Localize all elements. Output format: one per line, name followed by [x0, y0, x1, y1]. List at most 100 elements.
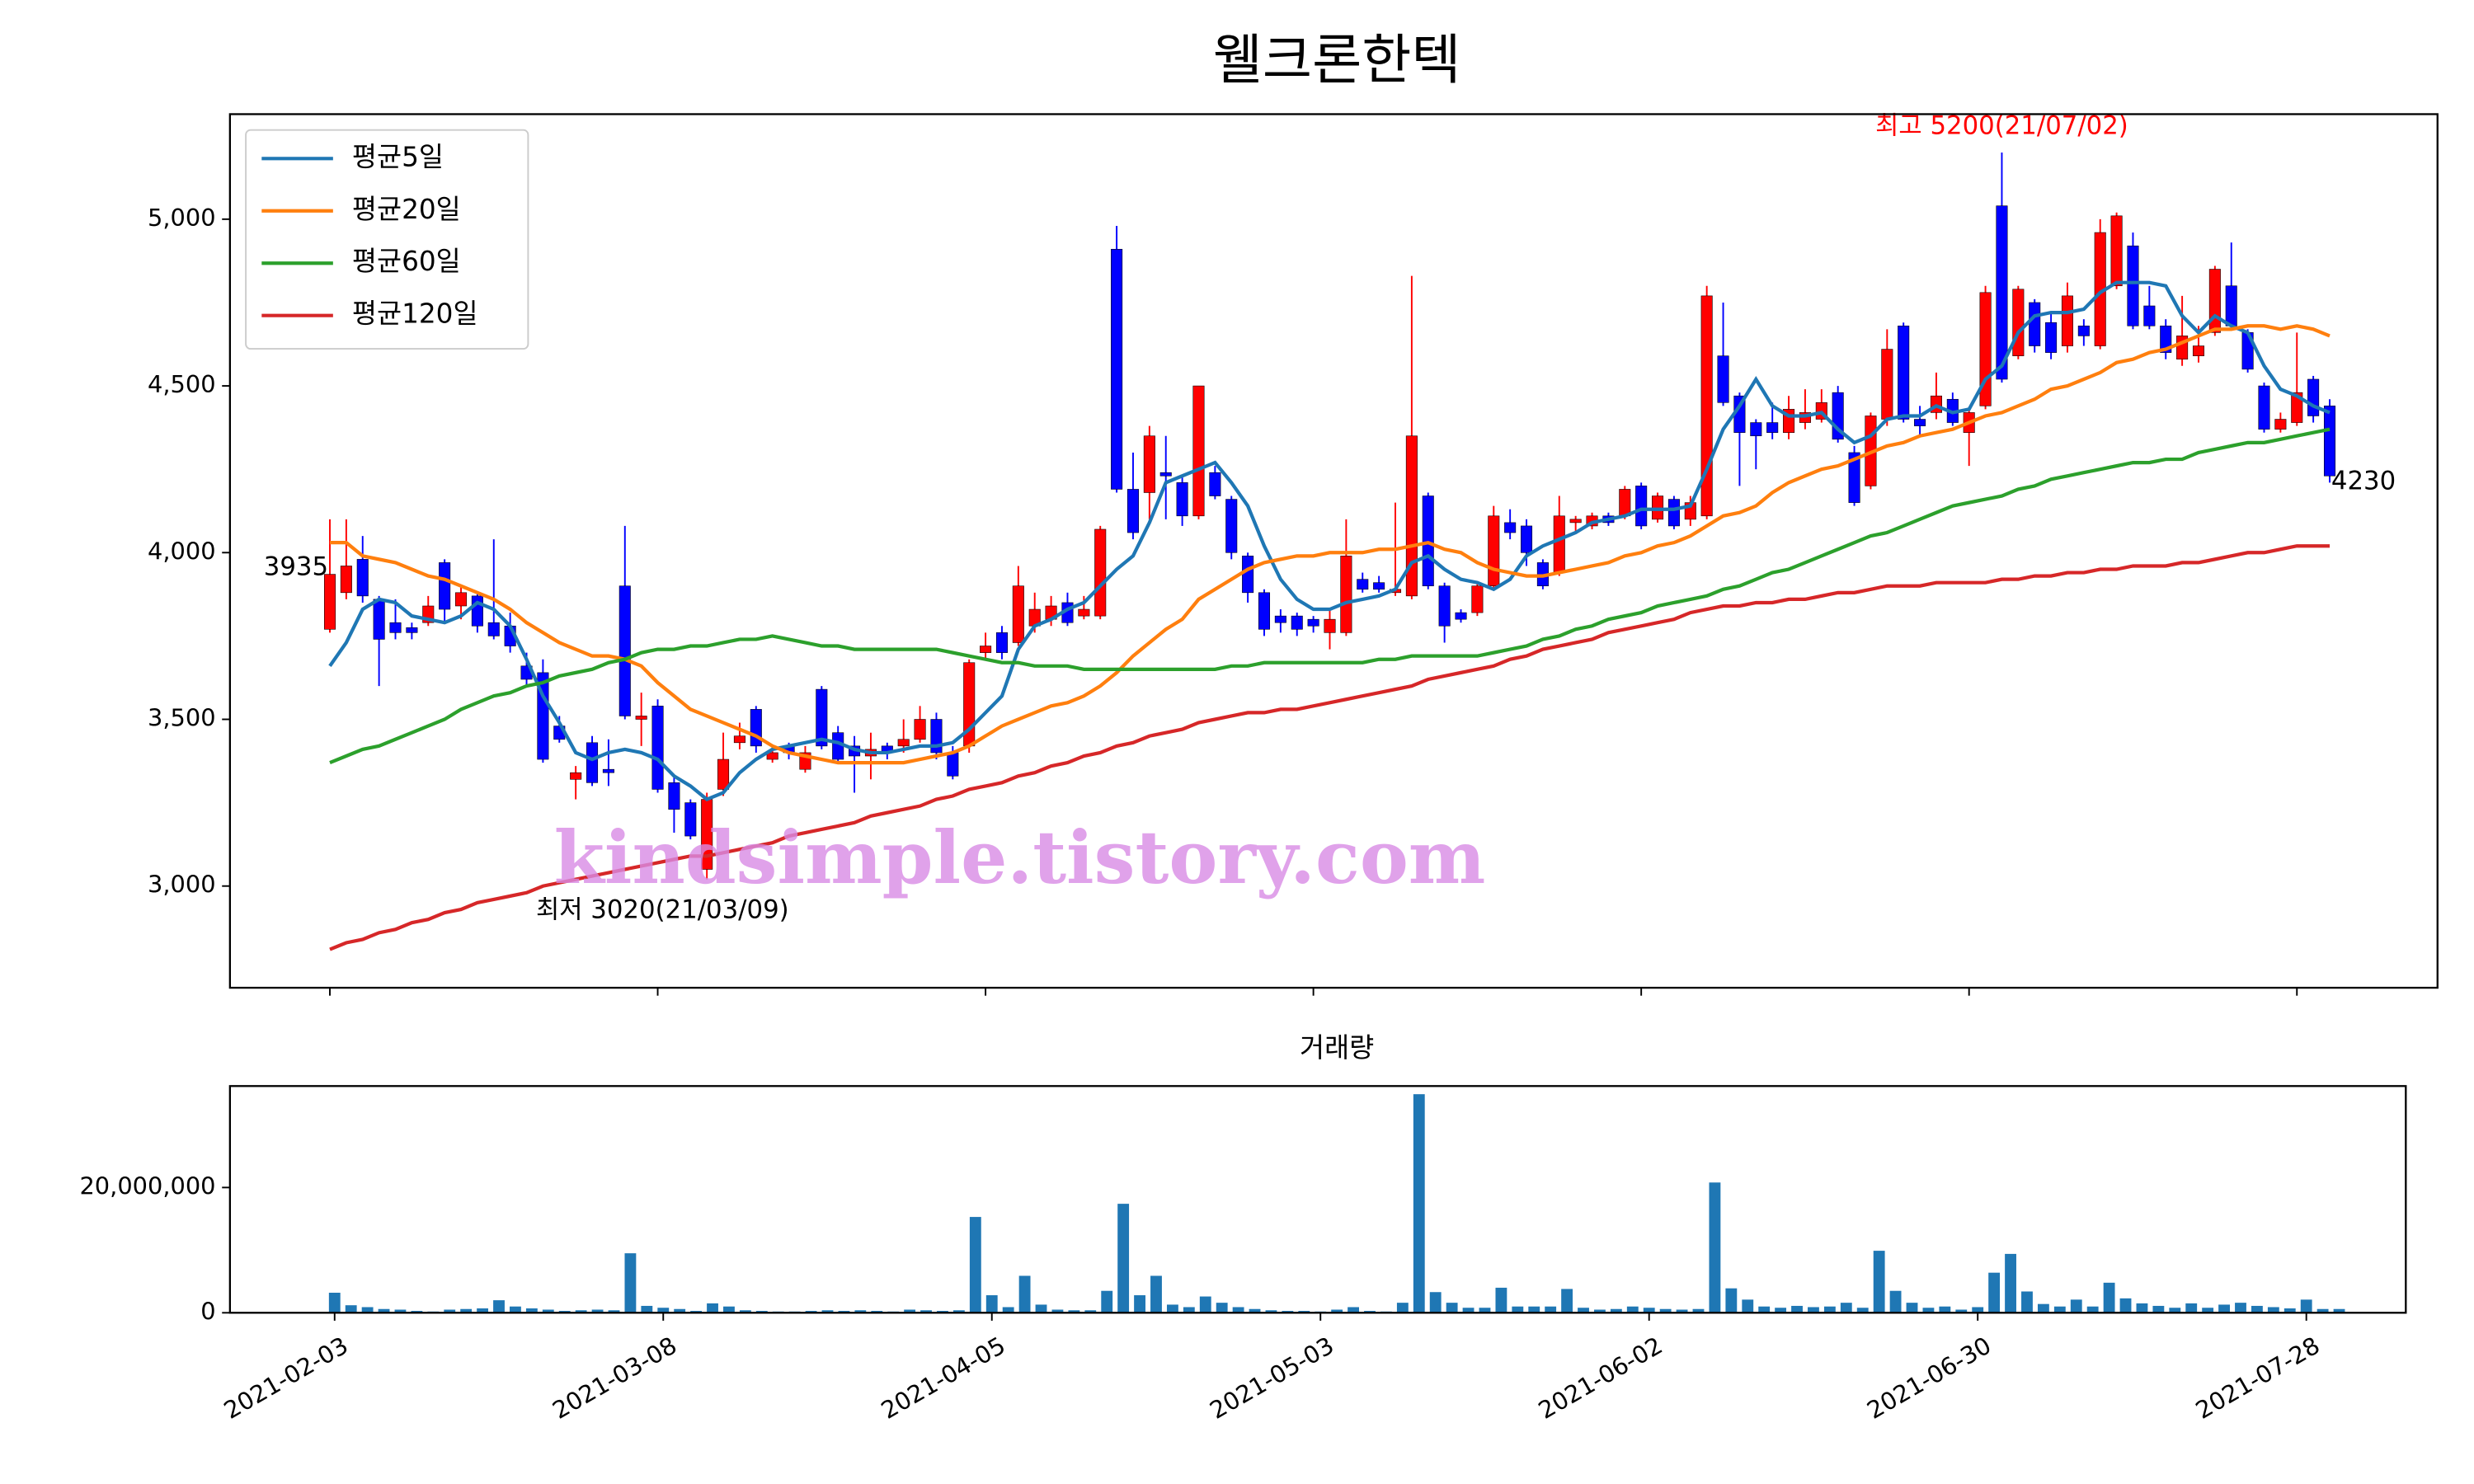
volume-bar	[1889, 1290, 1902, 1313]
candle-body	[1274, 615, 1286, 623]
candle-body	[1225, 499, 1238, 553]
volume-bar	[1643, 1308, 1655, 1313]
volume-bar	[1856, 1308, 1869, 1313]
volume-bar	[2169, 1308, 2181, 1313]
volume-bar	[1249, 1308, 1261, 1313]
volume-bar	[739, 1310, 751, 1313]
candle-body	[1291, 615, 1303, 630]
candle-body	[750, 709, 762, 747]
volume-bar	[1495, 1287, 1507, 1313]
volume-bar	[1840, 1303, 1852, 1313]
volume-bar	[1692, 1308, 1705, 1313]
high-annotation: 최고 5200(21/07/02)	[1875, 111, 2128, 141]
volume-bar	[1051, 1309, 1064, 1313]
volume-bar	[328, 1292, 341, 1313]
candle-body	[1111, 248, 1123, 490]
candle-body	[1750, 422, 1762, 437]
candle-body	[1094, 528, 1107, 617]
candle-body	[914, 719, 926, 740]
volume-bar	[2251, 1305, 2263, 1313]
candle-body	[1881, 349, 1893, 420]
volume-bar	[1955, 1309, 1968, 1313]
volume-bar	[525, 1308, 538, 1313]
volume-bar	[1725, 1288, 1738, 1313]
candle-body	[668, 782, 680, 810]
volume-bar	[2021, 1291, 2033, 1313]
volume-bar	[2333, 1308, 2345, 1313]
candle-body	[2323, 406, 2336, 477]
volume-y-tick-label: 0	[200, 1297, 215, 1325]
candle-body	[1717, 355, 1729, 403]
candle-body	[406, 627, 418, 633]
volume-bar	[510, 1306, 521, 1313]
volume-bar	[985, 1295, 998, 1313]
volume-bar	[1939, 1306, 1951, 1313]
y-tick-label: 4,500	[148, 370, 216, 398]
volume-bar	[1561, 1289, 1573, 1313]
volume-bar	[591, 1309, 604, 1313]
volume-bar	[493, 1300, 505, 1313]
volume-bar	[674, 1308, 686, 1313]
candle-body	[1438, 585, 1451, 627]
volume-bar	[1610, 1308, 1622, 1313]
y-tick-label: 3,000	[148, 871, 216, 899]
volume-bar	[2202, 1308, 2214, 1313]
candle-body	[766, 752, 778, 760]
candle-body	[340, 566, 352, 594]
candle-body	[1357, 579, 1369, 590]
volume-bar	[1035, 1304, 1047, 1313]
candle-body	[635, 716, 647, 720]
volume-bar	[2070, 1299, 2082, 1313]
candle-body	[2061, 295, 2073, 346]
volume-bar	[641, 1305, 653, 1313]
volume-bar	[1528, 1306, 1540, 1313]
candle-body	[1700, 295, 1713, 517]
candle-body	[1405, 435, 1418, 597]
ma-line	[330, 324, 2331, 765]
volume-bar	[1150, 1275, 1162, 1313]
volume-bar	[1216, 1303, 1228, 1313]
candle-body	[439, 562, 451, 610]
candle-body	[1521, 525, 1533, 553]
volume-bar	[1808, 1307, 1819, 1313]
last-close-label: 4230	[2331, 466, 2396, 495]
volume-bar	[2267, 1307, 2279, 1313]
candle-body	[2127, 245, 2139, 326]
volume-bar	[1545, 1306, 1557, 1313]
volume-bar	[2316, 1308, 2329, 1313]
volume-bar	[1101, 1290, 1113, 1313]
candle-body	[2077, 325, 2090, 336]
volume-bar	[1791, 1305, 1803, 1313]
volume-bar	[1396, 1303, 1409, 1313]
volume-bar	[2053, 1306, 2066, 1313]
volume-bar	[1659, 1308, 1672, 1313]
volume-bar	[2103, 1282, 2115, 1313]
volume-bar	[920, 1310, 932, 1313]
volume-bar	[969, 1217, 981, 1313]
volume-bar	[2300, 1299, 2312, 1313]
candle-body	[389, 622, 402, 633]
volume-bar	[723, 1306, 735, 1313]
legend-label: 평균5일	[352, 141, 444, 172]
low-annotation: 최저 3020(21/03/09)	[536, 895, 789, 925]
candle-body	[1340, 556, 1352, 633]
candle-body	[733, 735, 745, 744]
volume-bar	[2136, 1303, 2148, 1313]
candle-body	[2225, 285, 2237, 326]
volume-bar	[1413, 1094, 1425, 1313]
volume-bar	[1775, 1308, 1787, 1313]
volume-bar	[1906, 1303, 1918, 1313]
volume-bar	[394, 1309, 407, 1313]
y-tick-label: 4,000	[148, 537, 216, 565]
candle-body	[1242, 556, 1254, 594]
candle-body	[1619, 489, 1631, 517]
volume-bar	[854, 1310, 867, 1313]
volume-bar	[460, 1308, 473, 1313]
volume-bar	[1873, 1251, 1885, 1313]
volume-bar	[608, 1310, 620, 1313]
legend-label: 평균20일	[352, 194, 461, 225]
volume-bar	[1166, 1304, 1178, 1313]
candle-body	[1258, 592, 1271, 630]
volume-y-tick-label: 20,000,000	[79, 1172, 215, 1200]
